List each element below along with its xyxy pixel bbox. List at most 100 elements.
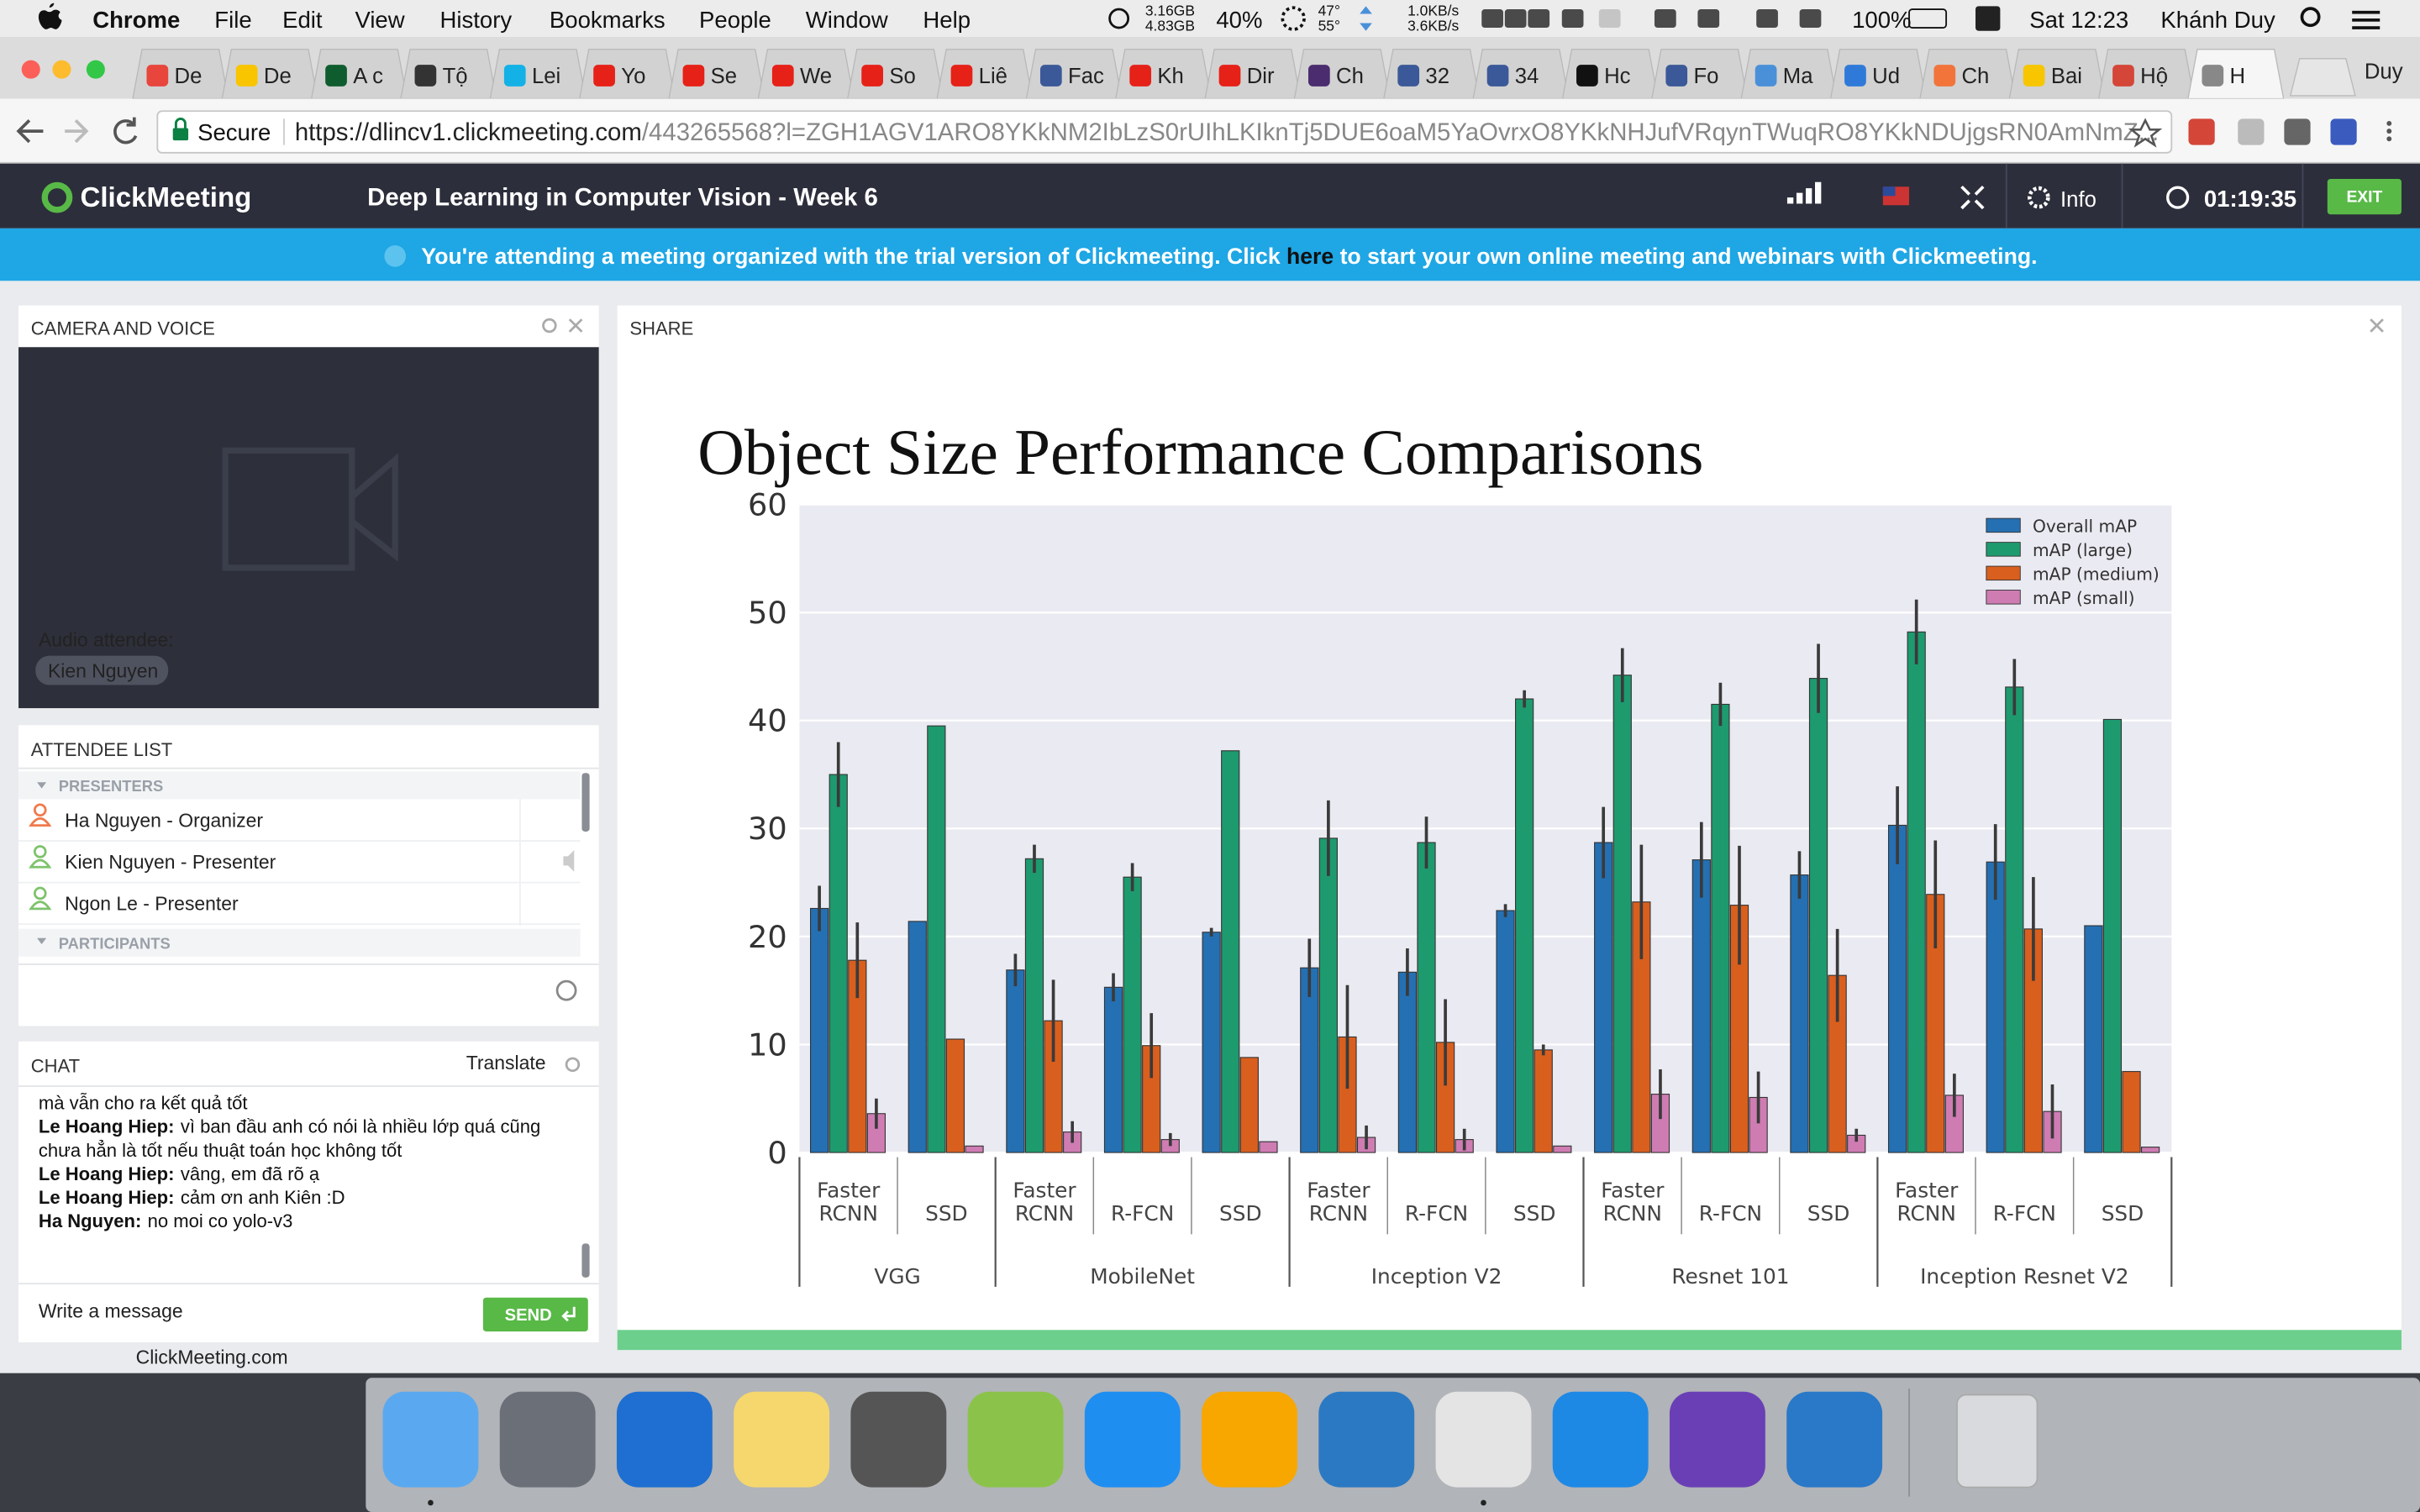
bar bbox=[1221, 750, 1240, 1153]
exit-button[interactable] bbox=[2327, 179, 2402, 215]
extension-icon[interactable] bbox=[2188, 118, 2215, 145]
tab-favicon bbox=[1844, 65, 1866, 87]
status-icon bbox=[1756, 9, 1778, 29]
extension-icon[interactable] bbox=[2238, 118, 2265, 145]
menu-item[interactable]: Help bbox=[923, 7, 971, 33]
menu-item[interactable]: Bookmarks bbox=[550, 7, 666, 33]
url[interactable]: https://dlincv1.clickmeeting.com/4432655… bbox=[295, 118, 2159, 146]
section-label: PRESENTERS bbox=[59, 777, 163, 795]
bar bbox=[1907, 631, 1926, 1153]
message-input[interactable]: Write a message bbox=[39, 1300, 183, 1322]
attendee-name[interactable]: Kien Nguyen - Presenter bbox=[65, 851, 276, 873]
person-head bbox=[33, 803, 47, 817]
app-menu[interactable]: Chrome bbox=[92, 7, 180, 33]
info-button[interactable]: Info bbox=[2060, 188, 2096, 212]
tab-title: 32 bbox=[1425, 65, 1449, 88]
chrome-menu-dot bbox=[2386, 136, 2392, 142]
x-tick-label-line: Faster bbox=[817, 1178, 881, 1202]
chat-text: cảm ơn anh Kiên :D bbox=[181, 1187, 345, 1208]
panel-title: CHAT bbox=[31, 1056, 80, 1077]
profile-name[interactable]: Duy bbox=[2365, 60, 2403, 84]
dock-icon[interactable] bbox=[616, 1391, 713, 1488]
logo-mark bbox=[41, 181, 73, 213]
footer-link[interactable]: ClickMeeting.com bbox=[136, 1347, 288, 1368]
close-light bbox=[21, 60, 40, 79]
legend-label: mAP (medium) bbox=[2033, 564, 2160, 585]
banner-link[interactable]: here bbox=[1286, 244, 1334, 269]
y-tick-label: 30 bbox=[748, 811, 787, 847]
chat-text: chưa hẳn là tốt nếu thuật toán học không… bbox=[39, 1140, 402, 1161]
tab-title: Ma bbox=[1783, 65, 1813, 88]
x-tick-label: R-FCN bbox=[1111, 1201, 1174, 1226]
y-tick-label: 60 bbox=[748, 486, 787, 522]
notification-icon bbox=[2352, 18, 2381, 22]
status-memory: 4.83GB bbox=[1145, 18, 1195, 34]
chat-line: Ha Nguyen: no moi co yolo-v3 bbox=[39, 1210, 292, 1231]
dock-icon[interactable] bbox=[1669, 1391, 1765, 1488]
tab-title: De bbox=[175, 65, 203, 88]
menu-item[interactable]: File bbox=[214, 7, 251, 33]
status-cpu: 40% bbox=[1216, 7, 1262, 33]
tab-title: Hc bbox=[1604, 65, 1631, 88]
extension-icon[interactable] bbox=[2330, 118, 2357, 145]
tab-favicon bbox=[950, 65, 973, 87]
url-host: https://dlincv1.clickmeeting.com bbox=[295, 118, 642, 146]
chat-line: Le Hoang Hiep: vâng, em đã rõ ạ bbox=[39, 1163, 320, 1184]
send-label: SEND bbox=[505, 1306, 552, 1325]
status-net: 1.0KB/s bbox=[1407, 2, 1459, 18]
trash-icon[interactable] bbox=[1956, 1394, 2039, 1488]
dock-icon[interactable] bbox=[382, 1391, 479, 1488]
tab-favicon bbox=[1933, 65, 1956, 87]
dock-icon[interactable] bbox=[499, 1391, 596, 1488]
attendee-name[interactable]: Ngon Le - Presenter bbox=[65, 893, 239, 915]
tab-title: Bai bbox=[2051, 65, 2082, 88]
chat-settings bbox=[565, 1057, 581, 1073]
dock-icon[interactable] bbox=[967, 1391, 1064, 1488]
bar bbox=[1397, 971, 1418, 1153]
menu-item[interactable]: Window bbox=[806, 7, 888, 33]
status-memory: 3.16GB bbox=[1145, 2, 1195, 18]
legend-label: Overall mAP bbox=[2033, 517, 2137, 537]
legend-label: mAP (large) bbox=[2033, 540, 2133, 560]
panel-expand bbox=[568, 318, 583, 333]
exit-label: EXIT bbox=[2346, 189, 2382, 207]
menu-item[interactable]: History bbox=[439, 7, 512, 33]
translate-button[interactable]: Translate bbox=[466, 1052, 546, 1074]
send-button[interactable] bbox=[482, 1297, 588, 1332]
dock-running-dot bbox=[428, 1499, 434, 1506]
tab-favicon bbox=[2023, 65, 2045, 87]
attendee-name[interactable]: Ha Nguyen - Organizer bbox=[65, 809, 263, 831]
dock-icon[interactable] bbox=[1318, 1391, 1415, 1488]
chat-author: Le Hoang Hiep: bbox=[39, 1116, 175, 1137]
menu-bar bbox=[0, 0, 2420, 38]
tab-title: So bbox=[889, 65, 915, 88]
status-clock[interactable]: Sat 12:23 bbox=[2029, 7, 2128, 33]
menu-item[interactable]: View bbox=[355, 7, 404, 33]
tab-favicon bbox=[414, 65, 437, 87]
camera-placeholder bbox=[222, 447, 355, 571]
bar bbox=[1553, 1145, 1572, 1153]
dock-icon[interactable] bbox=[1202, 1391, 1297, 1488]
app-header bbox=[0, 163, 2420, 228]
section-caret bbox=[37, 937, 47, 945]
extension-icon[interactable] bbox=[2284, 118, 2311, 145]
dock-icon[interactable] bbox=[1084, 1391, 1181, 1488]
status-user[interactable]: Khánh Duy bbox=[2160, 7, 2275, 33]
menu-item[interactable]: Edit bbox=[282, 7, 323, 33]
menu-item[interactable]: People bbox=[699, 7, 771, 33]
emoji-button[interactable] bbox=[555, 979, 577, 1001]
signal-bar bbox=[1796, 192, 1803, 204]
panel-settings bbox=[542, 318, 557, 333]
dock-icon[interactable] bbox=[1552, 1391, 1649, 1488]
tab-title: A c bbox=[353, 65, 383, 88]
chat-author: Le Hoang Hiep: bbox=[39, 1163, 175, 1184]
dock-icon[interactable] bbox=[1786, 1391, 1883, 1488]
dock-icon[interactable] bbox=[850, 1391, 947, 1488]
omnibox[interactable] bbox=[156, 110, 2173, 154]
x-tick-label: Faster RCNN bbox=[1307, 1178, 1370, 1226]
lock-shackle bbox=[174, 118, 187, 129]
dock-icon[interactable] bbox=[1435, 1391, 1532, 1488]
dock-icon[interactable] bbox=[734, 1391, 830, 1488]
